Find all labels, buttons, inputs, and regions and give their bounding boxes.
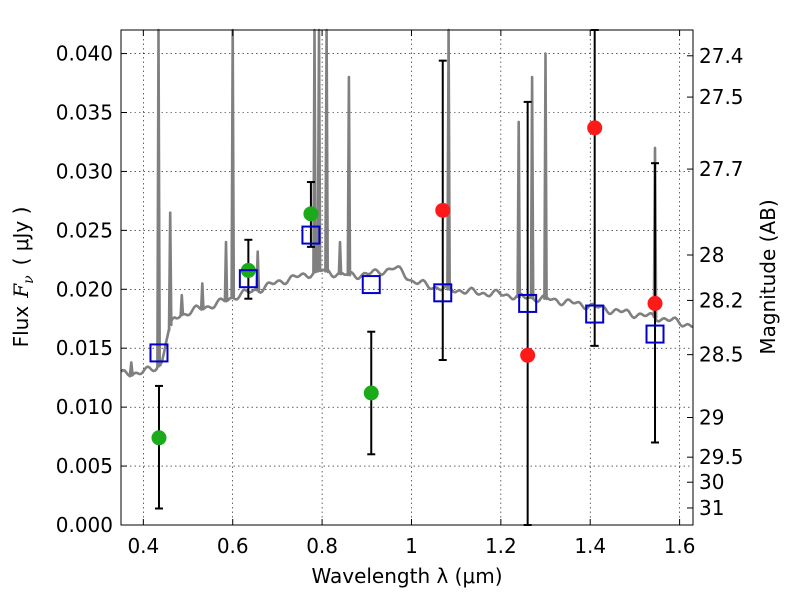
mag-tick-label: 27.5 [699, 85, 744, 109]
mag-tick-label: 27.4 [699, 44, 744, 68]
model-square-marker [585, 304, 605, 324]
y-tick-label: 0.010 [56, 395, 113, 419]
photometry-point [363, 385, 379, 401]
model-square-marker [518, 293, 538, 313]
y-tick-label: 0.025 [56, 218, 113, 242]
x-tick-label: 1.4 [574, 534, 606, 558]
y-tick-label: 0.030 [56, 159, 113, 183]
model-square-marker [238, 269, 258, 289]
x-tick-label: 1.6 [664, 534, 696, 558]
y-axis-label-symbol: F [9, 283, 33, 299]
y2-axis-label: Magnitude (AB) [756, 199, 780, 354]
y-tick-label: 0.020 [56, 277, 113, 301]
mag-tick-label: 28 [699, 243, 724, 267]
model-square-marker [361, 275, 381, 295]
y-axis-label-prefix: Flux [9, 306, 33, 348]
plot-frame [120, 29, 694, 526]
model-square-marker [149, 343, 169, 363]
y-axis-label-unit: ( μJy ) [9, 207, 33, 266]
y-tick-label: 0.005 [56, 454, 113, 478]
x-tick-label: 0.8 [306, 534, 338, 558]
photometry-point [587, 120, 603, 136]
photometry-point [520, 347, 536, 363]
x-tick-label: 1 [405, 534, 418, 558]
y-tick-label: 0.040 [56, 42, 113, 66]
axis-ticks: 0.4 0.6 0.8 1 1.2 1.4 1.6 0.000 0.005 0.010 0.015 0… [56, 30, 744, 558]
plot-area [121, 30, 693, 525]
x-tick-label: 1.2 [485, 534, 517, 558]
photometry-point [435, 202, 451, 218]
mag-tick-label: 28.2 [699, 288, 744, 312]
y-axis-label-subscript: ν [21, 275, 37, 284]
x-axis-label: Wavelength λ (μm) [311, 564, 502, 588]
photometry-point [151, 430, 167, 446]
model-square-marker [645, 324, 665, 344]
photometry-point [303, 206, 319, 222]
y-tick-label: 0.035 [56, 101, 113, 125]
mag-tick-label: 28.5 [699, 343, 744, 367]
model-square-marker [301, 225, 321, 245]
x-tick-label: 0.4 [127, 534, 159, 558]
model-square-marker [433, 283, 453, 303]
photometry-point [647, 295, 663, 311]
x-tick-label: 0.6 [217, 534, 249, 558]
mag-tick-label: 31 [699, 496, 724, 520]
mag-tick-label: 27.7 [699, 157, 744, 181]
y-tick-label: 0.015 [56, 336, 113, 360]
mag-tick-label: 29.5 [699, 445, 744, 469]
mag-tick-label: 29 [699, 406, 724, 430]
markers-layer [149, 120, 665, 446]
mag-tick-label: 30 [699, 470, 724, 494]
y-axis-label: Flux Fν ( μJy ) [9, 207, 37, 348]
y-tick-label: 0.000 [56, 513, 113, 537]
